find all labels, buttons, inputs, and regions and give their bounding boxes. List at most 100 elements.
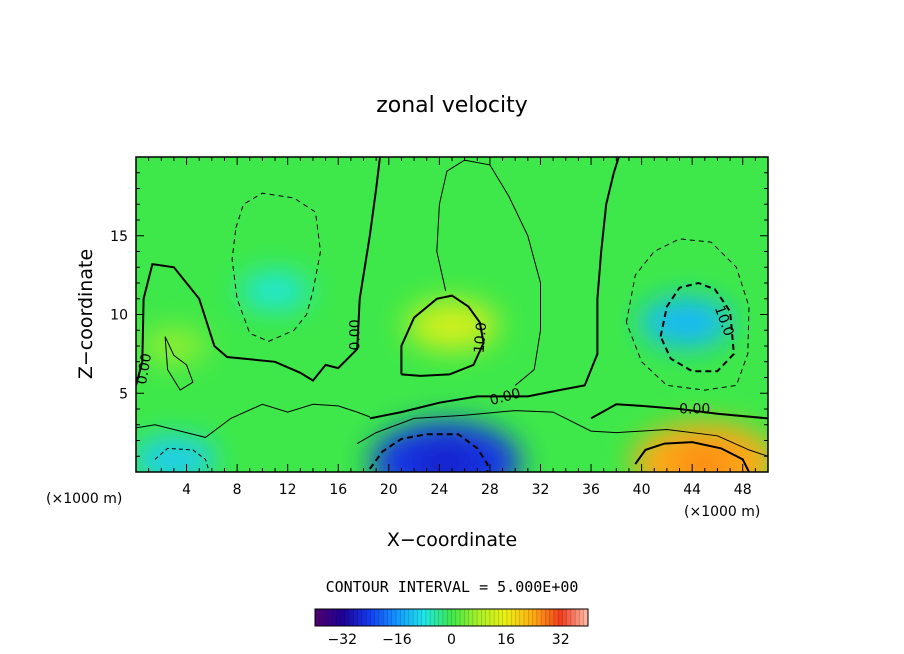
colorbar-segment (323, 609, 329, 626)
x-tick-label-1: 8 (233, 482, 242, 498)
colorbar-segment (549, 609, 555, 626)
colorbar-segment (583, 609, 589, 626)
colorbar-segment (361, 609, 367, 626)
colorbar-segment (562, 609, 568, 626)
colorbar-segment (477, 609, 482, 626)
ten-contour-bottom-right (634, 441, 750, 472)
colorbar-segment (383, 609, 388, 626)
colorbar-segment (460, 609, 465, 626)
y-tick-label-1: 10 (110, 308, 128, 324)
colorbar-segment (357, 609, 363, 626)
field-core-max-0 (431, 314, 473, 338)
y-tick-label-2: 15 (110, 229, 128, 245)
colorbar-segment (425, 609, 431, 626)
colorbar-segment (502, 609, 508, 626)
colorbar-ticks: −32 −16 0 16 32 (328, 632, 570, 648)
colorbar-segment (315, 609, 320, 626)
colorbar-tick-label-0: −32 (328, 632, 358, 648)
colorbar-segment (511, 609, 516, 626)
colorbar-segment (545, 609, 551, 626)
colorbar-segment (344, 609, 350, 626)
x-tick-label-4: 20 (380, 482, 398, 498)
ten-contour-center (400, 294, 485, 377)
colorbar-segment (515, 609, 521, 626)
zero-contour-left (136, 157, 381, 386)
x-tick-label-2: 12 (279, 482, 297, 498)
x-tick-label-6: 28 (481, 482, 499, 498)
field-core-min-6 (155, 449, 193, 470)
colorbar-segment (481, 609, 487, 626)
field-core-max-1 (672, 444, 738, 472)
colorbar-segment (340, 609, 346, 626)
colorbar-segment (442, 609, 448, 626)
colorbar-segment (434, 609, 440, 626)
colorbar-segment (332, 609, 337, 626)
colorbar-segment (438, 609, 444, 626)
field-core-max-2 (158, 337, 189, 355)
thin-contour-left-mid (164, 336, 194, 391)
x-tick-label-5: 24 (430, 482, 448, 498)
colorbar-segment (485, 609, 491, 626)
colorbar-segment (528, 609, 533, 626)
colorbar-segment (370, 609, 376, 626)
colorbar-segment (366, 609, 371, 626)
colorbar-segment (468, 609, 474, 626)
colorbar-segment (566, 609, 572, 626)
x-tick-label-0: 4 (182, 482, 191, 498)
colorbar-segment (536, 609, 542, 626)
colorbar-segment (524, 609, 529, 626)
contour-interval: CONTOUR INTERVAL = 5.000E+00 (326, 578, 579, 596)
y-axis-ticks: 5 10 15 (110, 172, 768, 457)
colorbar-tick-label-4: 32 (552, 632, 570, 648)
colorbar-segment (579, 609, 585, 626)
colorbar-segment (553, 609, 559, 626)
colorbar-frame (314, 608, 589, 627)
thin-contour-lower-left (136, 403, 370, 438)
colorbar-segment (374, 609, 380, 626)
colorbar-tick-label-3: 16 (497, 632, 515, 648)
contour-label-3: 0.00 (488, 385, 522, 409)
colorbar-segment (327, 609, 333, 626)
x-tick-label-10: 44 (683, 482, 701, 498)
contour-lines (136, 157, 768, 472)
y-tick-label-0: 5 (119, 386, 128, 402)
contour-label-4: 0.00 (679, 402, 710, 418)
colorbar-segment (541, 609, 546, 626)
thin-contour-top-center (436, 159, 541, 386)
colorbar-segment (570, 609, 576, 626)
colorbar-segment (519, 609, 525, 626)
colorbar-segment (378, 609, 384, 626)
field-core-min-4 (664, 310, 707, 334)
colorbar-tick-label-1: −16 (382, 632, 412, 648)
plot-area (136, 157, 768, 472)
colorbar-segment (558, 609, 563, 626)
field-core-min-3 (411, 443, 480, 472)
colorbar-segment (408, 609, 414, 626)
colorbar-segment (336, 609, 341, 626)
colorbar-segment (506, 609, 512, 626)
colorbar-segment (455, 609, 461, 626)
contour-label-1: 0.00 (348, 319, 364, 350)
x-tick-label-3: 16 (329, 482, 347, 498)
colorbar-segment (472, 609, 478, 626)
x-axis-ticks: 4 8 12 16 20 24 28 32 36 40 44 48 (148, 157, 756, 498)
x-unit-right: (×1000 m) (684, 504, 760, 520)
x-axis-label: X−coordinate (387, 529, 517, 551)
colorbar-segment (575, 609, 580, 626)
colorbar-segment (421, 609, 427, 626)
colorbar-segment (464, 609, 469, 626)
x-unit-left: (×1000 m) (46, 491, 122, 507)
colorbar-segment (353, 609, 359, 626)
colorbar-tick-label-2: 0 (447, 632, 456, 648)
colorbar-segment (396, 609, 401, 626)
x-tick-label-8: 36 (582, 482, 600, 498)
colorbar-segment (489, 609, 495, 626)
colorbar-segment (400, 609, 405, 626)
colorbar-segment (319, 609, 324, 626)
colorbar-segment (430, 609, 435, 626)
y-axis-label: Z−coordinate (75, 249, 97, 379)
colorbar-segment (498, 609, 504, 626)
thin-dashed-contour-left (231, 192, 322, 342)
colorbar-segment (417, 609, 423, 626)
